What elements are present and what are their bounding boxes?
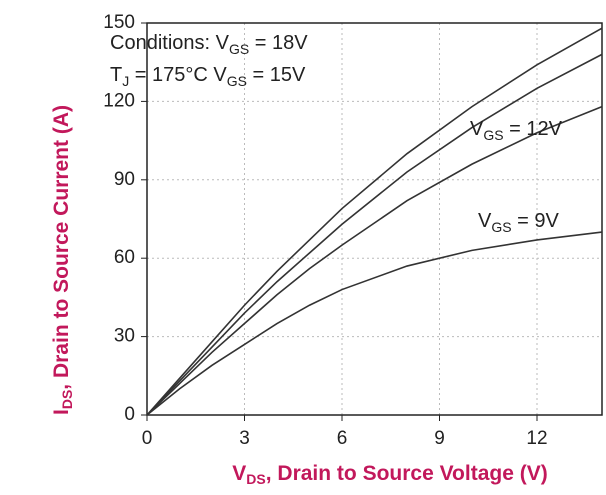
annotation-symbol: V xyxy=(478,210,492,232)
y-axis-symbol: I xyxy=(50,409,73,415)
plot-frame xyxy=(146,22,603,416)
annotation-sub: GS xyxy=(229,41,249,57)
curve xyxy=(146,105,603,416)
y-axis-symbol-sub: DS xyxy=(59,390,75,409)
y-axis-sep: , xyxy=(50,378,73,390)
y-tick-label: 120 xyxy=(103,90,135,111)
x-axis-sep: , xyxy=(266,462,278,485)
annotation-value: = 12V xyxy=(504,118,563,140)
curve xyxy=(146,27,603,416)
x-tick-label: 3 xyxy=(239,428,250,449)
annotation-sub: GS xyxy=(227,73,247,89)
y-tick-label: 150 xyxy=(103,12,135,33)
annotation-value: = 9V xyxy=(512,210,560,232)
curve xyxy=(146,231,603,416)
annotation: Conditions: VGS = 18V xyxy=(110,32,308,56)
y-axis-label: Drain to Source Current (A) xyxy=(50,105,73,378)
x-axis-label: Drain to Source Voltage (V) xyxy=(277,462,547,485)
x-axis-symbol: V xyxy=(232,462,246,485)
y-tick-label: 60 xyxy=(114,247,135,268)
annotation-value: = 18V xyxy=(249,32,308,54)
y-tick-label: 90 xyxy=(114,169,135,190)
x-tick-label: 12 xyxy=(526,428,547,449)
annotation-sub: J xyxy=(122,73,129,89)
x-axis-symbol-sub: DS xyxy=(246,471,265,487)
annotation-sub: GS xyxy=(483,127,503,143)
annotation-sub: GS xyxy=(491,219,511,235)
annotation-value: = 15V xyxy=(247,64,306,86)
x-tick-label: 0 xyxy=(142,428,153,449)
x-tick-label: 6 xyxy=(337,428,348,449)
annotation: VGS = 9V xyxy=(478,210,559,234)
y-tick-label: 0 xyxy=(124,404,135,425)
annotation: VGS = 12V xyxy=(470,118,563,142)
annotation-symbol: V xyxy=(470,118,484,140)
x-tick-label: 9 xyxy=(434,428,445,449)
annotation-symbol: V xyxy=(213,64,227,86)
x-axis-title: VDS, Drain to Source Voltage (V) xyxy=(232,462,547,487)
y-tick-label: 30 xyxy=(114,326,135,347)
annotation-value: = 175°C xyxy=(129,64,208,86)
annotation-symbol: V xyxy=(216,32,230,54)
annotation: TJ = 175°C VGS = 15V xyxy=(110,64,306,88)
curve xyxy=(146,53,603,416)
y-axis-title: IDS, Drain to Source Current (A) xyxy=(50,105,75,415)
annotation-text: Conditions: xyxy=(110,32,210,54)
annotation-text: T xyxy=(110,64,122,86)
